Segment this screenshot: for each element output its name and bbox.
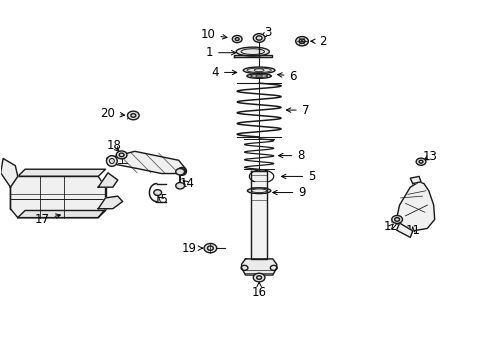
Text: 4: 4 [211,66,236,79]
Polygon shape [396,223,412,237]
Polygon shape [233,55,271,57]
Polygon shape [0,158,18,187]
Circle shape [154,190,161,195]
Text: 11: 11 [405,224,419,237]
Polygon shape [395,182,434,231]
Circle shape [175,168,184,175]
Circle shape [127,111,139,120]
Polygon shape [241,259,276,275]
Text: 6: 6 [277,69,296,82]
Circle shape [203,243,216,253]
Circle shape [175,183,184,189]
Text: 20: 20 [101,107,124,120]
Text: 14: 14 [179,177,194,190]
Circle shape [253,273,264,282]
Ellipse shape [106,156,117,166]
Text: 2: 2 [310,35,325,48]
Text: 1: 1 [205,46,235,59]
Polygon shape [18,211,105,218]
Text: 15: 15 [154,193,169,206]
Circle shape [391,216,402,224]
Text: 13: 13 [422,150,436,163]
Circle shape [116,151,127,159]
Text: 5: 5 [281,170,315,183]
Text: 18: 18 [106,139,121,152]
Polygon shape [10,176,105,218]
Text: 10: 10 [200,28,226,41]
Circle shape [232,36,242,42]
Ellipse shape [247,188,270,194]
Polygon shape [409,176,420,184]
Circle shape [295,37,308,46]
Polygon shape [98,196,122,209]
Ellipse shape [243,67,274,73]
Text: 17: 17 [35,213,60,226]
Text: 19: 19 [181,242,202,255]
Circle shape [253,34,264,42]
Text: 3: 3 [261,27,271,40]
Polygon shape [98,173,118,187]
Polygon shape [18,169,105,176]
Polygon shape [250,171,267,259]
Text: 9: 9 [272,186,305,199]
Ellipse shape [246,74,271,78]
Text: 16: 16 [251,282,266,300]
Text: 7: 7 [286,104,308,117]
Text: 12: 12 [383,220,397,233]
Ellipse shape [177,167,186,175]
Polygon shape [107,151,185,174]
Text: 8: 8 [278,149,304,162]
Circle shape [415,158,425,165]
Ellipse shape [236,47,269,56]
